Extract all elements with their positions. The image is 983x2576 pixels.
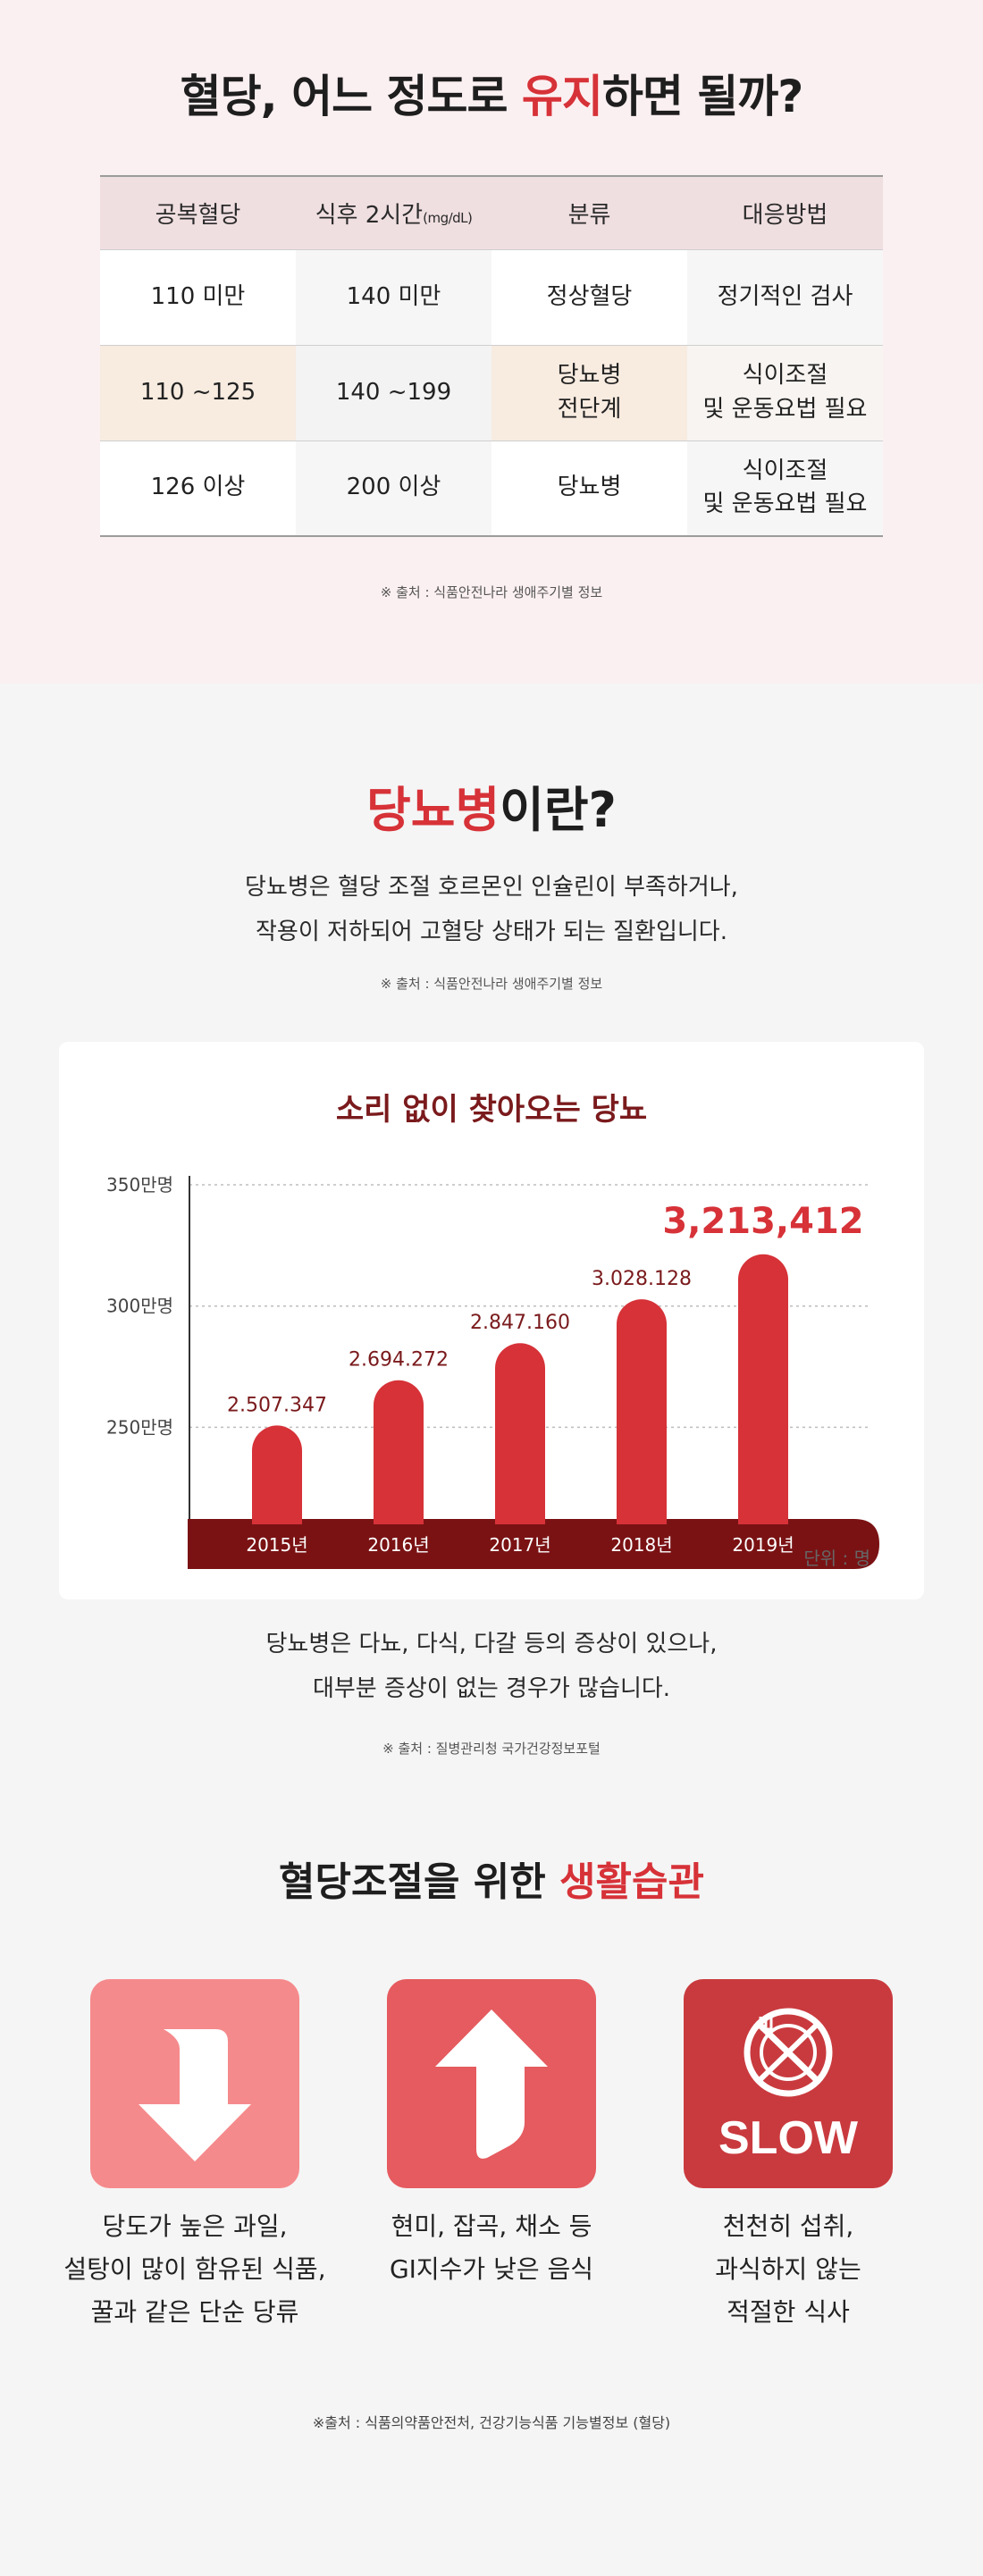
habit-text-3: 천천히 섭취, 과식하지 않는 적절한 식사: [715, 2211, 861, 2327]
arrow-down-icon: [90, 1979, 299, 2188]
bar-value-label: 2.847.160: [470, 1312, 570, 1334]
postmeal-cell: 200 이상: [296, 441, 492, 537]
chart-title: 소리 없이 찾아오는 당뇨: [335, 1092, 648, 1128]
class-cell: 당뇨병: [492, 441, 687, 537]
source-note: ※ 출처 : 식품안전나라 생애주기별 정보: [380, 584, 603, 600]
action-cell: 식이조절 및 운동요법 필요: [687, 441, 883, 537]
table-row: 110 ~125 140 ~199 당뇨병 전단계 식이조절 및 운동요법 필요: [100, 345, 883, 441]
bar: [374, 1380, 424, 1524]
fasting-cell: 126 이상: [100, 441, 296, 537]
bar-value-label: 2.694.272: [349, 1349, 449, 1372]
x-tick-label: 2017년: [489, 1534, 550, 1556]
blood-sugar-section: 혈당, 어느 정도로 유지하면 될까? 공복혈당 식후 2시간(mg/dL) 분…: [0, 0, 983, 684]
diabetes-chart-card: 소리 없이 찾아오는 당뇨 250만명 300만명 350만명 2.507.347 20…: [59, 1042, 924, 1599]
table-row: 110 미만 140 미만 정상혈당 정기적인 검사: [100, 249, 883, 346]
header-class: 분류: [492, 175, 687, 250]
blood-sugar-table: 공복혈당 식후 2시간(mg/dL) 분류 대응방법 110 미만 140 미만…: [100, 175, 883, 537]
header-action: 대응방법: [687, 175, 883, 250]
footnote: ※출처 : 식품의약품안전처, 건강기능식품 기능별정보 (혈당): [312, 2414, 671, 2431]
header-fasting: 공복혈당: [100, 175, 296, 250]
section3-title: 혈당조절을 위한 생활습관: [279, 1859, 704, 1905]
chart-unit: 단위 : 명: [803, 1548, 870, 1569]
y-tick-label: 250만명: [106, 1416, 173, 1438]
diabetes-bar-chart: 250만명 300만명 350만명 2.507.347 2015년 2.694.272 20…: [106, 1174, 879, 1569]
x-tick-label: 2015년: [246, 1534, 307, 1556]
action-cell: 정기적인 검사: [687, 249, 883, 346]
bar-value-label: 3.028.128: [592, 1268, 692, 1290]
fasting-cell: 110 미만: [100, 249, 296, 346]
table-row: 126 이상 200 이상 당뇨병 식이조절 및 운동요법 필요: [100, 441, 883, 537]
header-unit: (mg/dL): [423, 209, 473, 226]
action-cell: 식이조절 및 운동요법 필요: [687, 345, 883, 441]
source-note: ※ 출처 : 질병관리청 국가건강정보포털: [382, 1741, 601, 1757]
x-axis-band: [188, 1519, 879, 1569]
section1-title: 혈당, 어느 정도로 유지하면 될까?: [180, 71, 804, 122]
bar: [617, 1299, 667, 1524]
y-tick-label: 350만명: [106, 1174, 173, 1196]
slow-label: SLOW: [718, 2112, 858, 2164]
x-tick-label: 2018년: [610, 1534, 672, 1556]
bar-value-label: 2.507.347: [227, 1394, 327, 1416]
symptom-description: 당뇨병은 다뇨, 다식, 다갈 등의 증상이 있으나, 대부분 증상이 없는 경…: [265, 1631, 718, 1702]
header-postmeal: 식후 2시간(mg/dL): [296, 175, 492, 250]
habit-text-1: 당도가 높은 과일, 설탕이 많이 함유된 식품, 꿀과 같은 단순 당류: [63, 2211, 326, 2327]
bar: [738, 1254, 788, 1524]
class-cell: 정상혈당: [492, 249, 687, 346]
habit-text-2: 현미, 잡곡, 채소 등 GI지수가 낮은 음식: [389, 2211, 594, 2284]
source-note: ※ 출처 : 식품안전나라 생애주기별 정보: [380, 976, 603, 992]
table-header-row: 공복혈당 식후 2시간(mg/dL) 분류 대응방법: [100, 175, 883, 250]
bar-value-label: 3,213,412: [662, 1201, 863, 1242]
fasting-cell: 110 ~125: [100, 345, 296, 441]
postmeal-cell: 140 미만: [296, 249, 492, 346]
bar: [252, 1425, 302, 1524]
no-eating-icon: SLOW: [684, 1979, 893, 2188]
postmeal-cell: 140 ~199: [296, 345, 492, 441]
diabetes-description: 당뇨병은 혈당 조절 호르몬인 인슐린이 부족하거나, 작용이 저하되어 고혈당…: [245, 874, 738, 945]
x-tick-label: 2019년: [732, 1534, 794, 1556]
section2-title: 당뇨병이란?: [366, 782, 617, 838]
bar: [495, 1343, 545, 1524]
x-tick-label: 2016년: [367, 1534, 429, 1556]
class-cell: 당뇨병 전단계: [492, 345, 687, 441]
arrow-up-icon: [387, 1979, 596, 2188]
y-tick-label: 300만명: [106, 1296, 173, 1317]
